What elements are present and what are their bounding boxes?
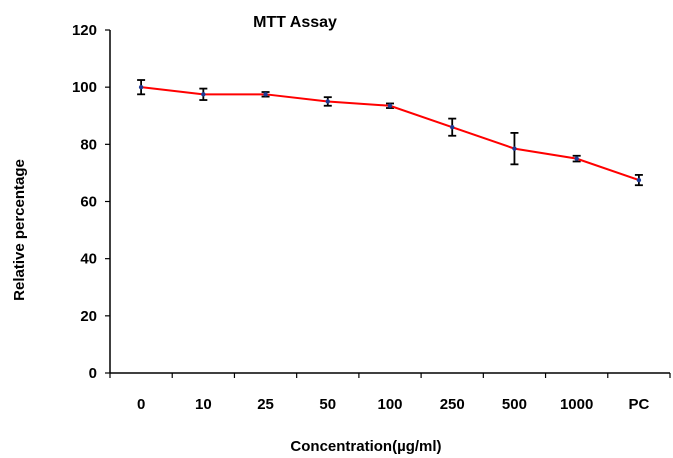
y-tick-label: 40 xyxy=(80,251,97,268)
y-axis-ticks: 0 20 40 60 80 100 120 xyxy=(72,22,110,382)
y-axis-label: Relative percentage xyxy=(11,159,28,301)
series-line xyxy=(140,86,640,182)
x-tick-label: 0 xyxy=(137,396,145,413)
data-point xyxy=(450,124,455,130)
x-tick-label: 250 xyxy=(440,396,465,413)
x-tick-label: 500 xyxy=(502,396,527,413)
y-tick-label: 120 xyxy=(72,22,97,39)
error-bars xyxy=(137,79,643,187)
data-point xyxy=(263,92,268,97)
data-point xyxy=(138,84,144,90)
x-axis-label: Concentration(µg/ml) xyxy=(290,438,441,455)
y-tick-label: 60 xyxy=(80,194,97,211)
x-tick-label: PC xyxy=(628,396,649,413)
data-point xyxy=(636,177,642,183)
data-point xyxy=(387,103,393,108)
x-tick-label: 50 xyxy=(319,396,336,413)
chart-title: MTT Assay xyxy=(253,14,337,31)
data-point xyxy=(512,146,517,151)
y-tick-label: 80 xyxy=(80,136,97,153)
y-tick-label: 20 xyxy=(80,308,97,325)
x-tick-label: 100 xyxy=(377,396,402,413)
x-tick-label: 25 xyxy=(257,396,274,413)
data-point xyxy=(574,156,579,161)
x-axis-ticks: 0 10 25 50 100 250 500 1000 PC xyxy=(109,373,671,413)
x-tick-label: 10 xyxy=(195,396,212,413)
y-tick-label: 0 xyxy=(89,365,97,382)
y-tick-label: 100 xyxy=(72,79,97,96)
data-point xyxy=(325,99,330,104)
data-point xyxy=(201,92,206,97)
data-points xyxy=(138,84,642,183)
x-tick-label: 1000 xyxy=(560,396,593,413)
